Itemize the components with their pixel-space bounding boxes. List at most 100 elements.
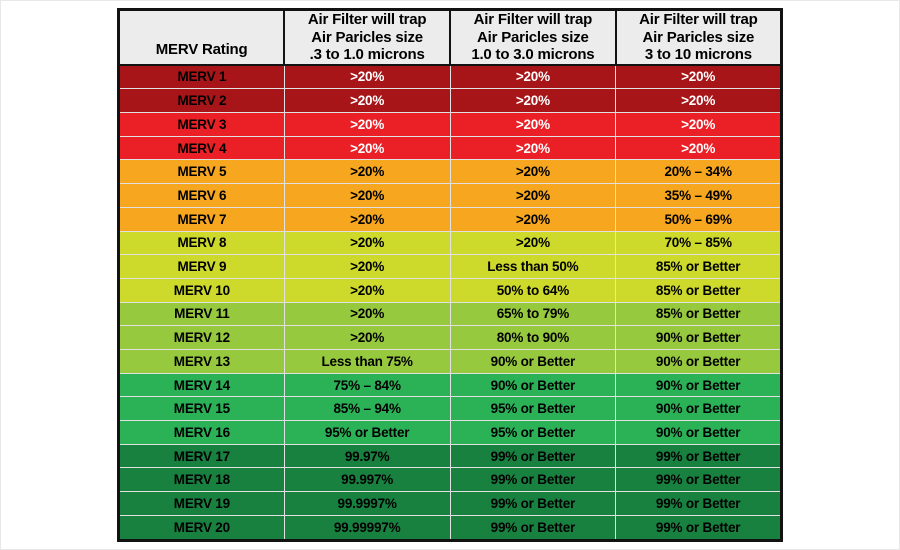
trap-value-cell: >20% xyxy=(283,135,450,160)
trap-value-cell: 99% or Better xyxy=(449,491,616,516)
trap-value-cell: 75% – 84% xyxy=(283,372,450,397)
merv-rating-cell: MERV 18 xyxy=(118,467,285,492)
trap-value-cell: 90% or Better xyxy=(615,372,782,397)
trap-value-cell: >20% xyxy=(283,183,450,208)
trap-value-cell: 20% – 34% xyxy=(615,159,782,184)
table-row: MERV 16 95% or Better 95% or Better 90% or … xyxy=(118,420,782,445)
table-header: MERV Rating Air Filter will trap Air Par… xyxy=(118,9,782,66)
trap-value-cell: 90% or Better xyxy=(615,420,782,445)
table-row: MERV 3 >20% >20% >20% xyxy=(118,112,782,137)
header-line: Air Paricles size xyxy=(311,28,423,46)
trap-value-cell: 35% – 49% xyxy=(615,183,782,208)
trap-value-cell: 70% – 85% xyxy=(615,230,782,255)
trap-value-cell: >20% xyxy=(283,277,450,303)
trap-value-cell: >20% xyxy=(283,112,450,137)
merv-rating-cell: MERV 3 xyxy=(118,112,285,137)
table-row: MERV 8 >20% >20% 70% – 85% xyxy=(118,230,782,255)
trap-value-cell: 99% or Better xyxy=(615,443,782,468)
trap-value-cell: >20% xyxy=(283,254,450,279)
trap-value-cell: 85% or Better xyxy=(615,277,782,303)
table-row: MERV 14 75% – 84% 90% or Better 90% or Bett… xyxy=(118,372,782,397)
merv-rating-cell: MERV 13 xyxy=(118,348,285,374)
trap-value-cell: 95% or Better xyxy=(449,420,616,445)
table-row: MERV 2 >20% >20% >20% xyxy=(118,88,782,113)
trap-value-cell: 85% or Better xyxy=(615,301,782,326)
merv-rating-cell: MERV 20 xyxy=(118,514,285,541)
trap-value-cell: 90% or Better xyxy=(615,325,782,350)
trap-value-cell: Less than 75% xyxy=(283,348,450,374)
table-row: MERV 20 99.99997% 99% or Better 99% or Bett… xyxy=(118,514,782,541)
trap-value-cell: 99.99997% xyxy=(283,514,450,541)
trap-value-cell: 99% or Better xyxy=(615,467,782,492)
trap-value-cell: >20% xyxy=(615,88,782,113)
trap-value-cell: >20% xyxy=(449,159,616,184)
merv-rating-cell: MERV 15 xyxy=(118,396,285,421)
header-cell-3-to-10-microns: Air Filter will trap Air Paricles size 3… xyxy=(614,9,782,66)
trap-value-cell: 99.997% xyxy=(283,467,450,492)
table-row: MERV 15 85% – 94% 95% or Better 90% or Bett… xyxy=(118,396,782,421)
merv-rating-cell: MERV 7 xyxy=(118,206,285,232)
trap-value-cell: 90% or Better xyxy=(615,348,782,374)
trap-value-cell: >20% xyxy=(449,183,616,208)
table-row: MERV 4 >20% >20% >20% xyxy=(118,135,782,160)
header-line: Air Filter will trap xyxy=(639,11,758,28)
header-cell-10-to-30-microns: Air Filter will trap Air Paricles size 1… xyxy=(449,9,616,66)
trap-value-cell: >20% xyxy=(283,301,450,326)
table-row: MERV 12 >20% 80% to 90% 90% or Better xyxy=(118,325,782,350)
merv-rating-cell: MERV 1 xyxy=(118,63,285,89)
trap-value-cell: 99% or Better xyxy=(449,443,616,468)
trap-value-cell: >20% xyxy=(449,112,616,137)
header-row: MERV Rating Air Filter will trap Air Par… xyxy=(118,9,782,66)
table-row: MERV 9 >20% Less than 50% 85% or Better xyxy=(118,254,782,279)
merv-rating-cell: MERV 5 xyxy=(118,159,285,184)
trap-value-cell: >20% xyxy=(283,206,450,232)
merv-rating-cell: MERV 8 xyxy=(118,230,285,255)
trap-value-cell: 85% – 94% xyxy=(283,396,450,421)
trap-value-cell: 65% to 79% xyxy=(449,301,616,326)
trap-value-cell: >20% xyxy=(615,135,782,160)
trap-value-cell: >20% xyxy=(449,63,616,89)
trap-value-cell: 99.97% xyxy=(283,443,450,468)
trap-value-cell: 50% to 64% xyxy=(449,277,616,303)
trap-value-cell: 80% to 90% xyxy=(449,325,616,350)
trap-value-cell: 99% or Better xyxy=(449,467,616,492)
table-row: MERV 11 >20% 65% to 79% 85% or Better xyxy=(118,301,782,326)
merv-rating-cell: MERV 6 xyxy=(118,183,285,208)
trap-value-cell: >20% xyxy=(283,325,450,350)
table-body: MERV 1 >20% >20% >20% MERV 2 >20% >20% >20% MERV… xyxy=(118,63,782,541)
table-row: MERV 7 >20% >20% 50% – 69% xyxy=(118,206,782,232)
trap-value-cell: 99% or Better xyxy=(615,514,782,541)
header-line: 3 to 10 microns xyxy=(644,46,752,63)
trap-value-cell: 99% or Better xyxy=(615,491,782,516)
merv-rating-cell: MERV 2 xyxy=(118,88,285,113)
header-cell-merv-rating: MERV Rating xyxy=(118,9,285,66)
table-row: MERV 5 >20% >20% 20% – 34% xyxy=(118,159,782,184)
merv-rating-cell: MERV 17 xyxy=(118,443,285,468)
trap-value-cell: 90% or Better xyxy=(449,348,616,374)
trap-value-cell: >20% xyxy=(449,230,616,255)
table-row: MERV 1 >20% >20% >20% xyxy=(118,63,782,89)
merv-rating-cell: MERV 12 xyxy=(118,325,285,350)
table-row: MERV 19 99.9997% 99% or Better 99% or Bette… xyxy=(118,491,782,516)
merv-rating-table: MERV Rating Air Filter will trap Air Par… xyxy=(117,8,783,542)
merv-rating-cell: MERV 19 xyxy=(118,491,285,516)
merv-rating-cell: MERV 11 xyxy=(118,301,285,326)
merv-rating-cell: MERV 4 xyxy=(118,135,285,160)
trap-value-cell: >20% xyxy=(283,230,450,255)
trap-value-cell: >20% xyxy=(449,135,616,160)
trap-value-cell: 99% or Better xyxy=(449,514,616,541)
trap-value-cell: 95% or Better xyxy=(449,396,616,421)
trap-value-cell: >20% xyxy=(283,63,450,89)
table-row: MERV 6 >20% >20% 35% – 49% xyxy=(118,183,782,208)
trap-value-cell: 50% – 69% xyxy=(615,206,782,232)
table-row: MERV 10 >20% 50% to 64% 85% or Better xyxy=(118,277,782,303)
trap-value-cell: >20% xyxy=(283,88,450,113)
header-line: Air Filter will trap xyxy=(307,11,427,28)
header-cell-03-to-10-microns: Air Filter will trap Air Paricles size .… xyxy=(283,9,450,66)
trap-value-cell: 90% or Better xyxy=(449,372,616,397)
header-line: Air Paricles size xyxy=(477,28,589,46)
trap-value-cell: Less than 50% xyxy=(449,254,616,279)
table-row: MERV 17 99.97% 99% or Better 99% or Better xyxy=(118,443,782,468)
trap-value-cell: 90% or Better xyxy=(615,396,782,421)
